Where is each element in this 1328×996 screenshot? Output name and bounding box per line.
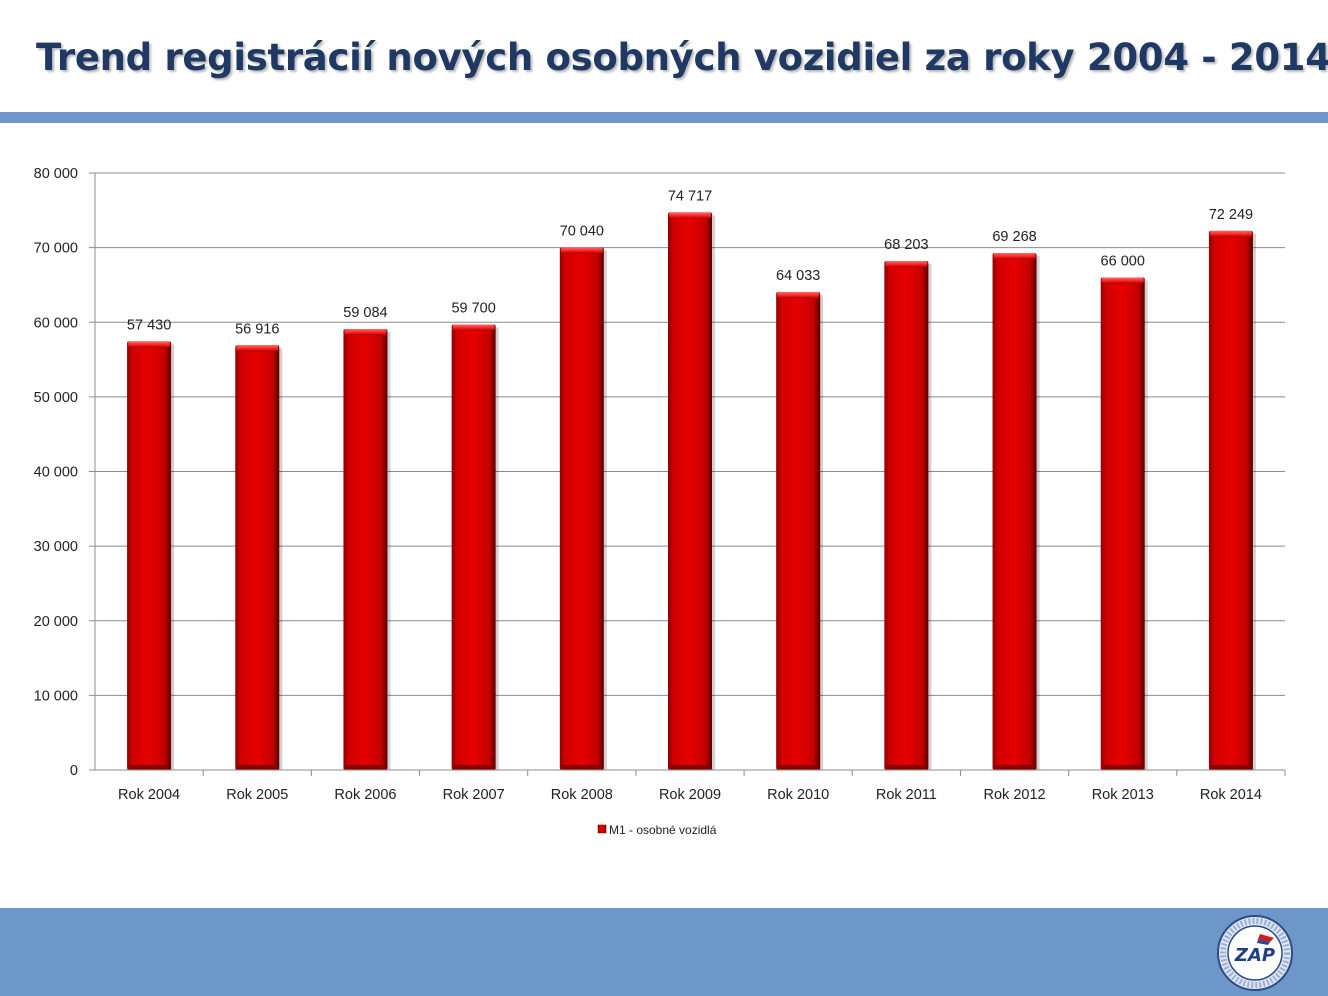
bar-base <box>886 765 927 770</box>
x-tick-label: Rok 2010 <box>767 787 829 803</box>
logo-text: ZAP <box>1234 945 1275 966</box>
slide-title: Trend registrácií nových osobných vozidi… <box>36 36 1328 79</box>
zap-logo: ZAP <box>1217 915 1293 991</box>
y-tick-label: 20 000 <box>34 614 78 630</box>
x-tick-label: Rok 2014 <box>1200 787 1262 803</box>
x-tick-label: Rok 2008 <box>551 787 613 803</box>
data-label: 57 430 <box>127 317 171 333</box>
bar-base <box>994 765 1035 770</box>
bar-cap <box>777 292 820 299</box>
bar-body <box>343 329 388 770</box>
bar-base <box>129 765 170 770</box>
data-label: 74 717 <box>668 188 712 204</box>
bar-cap <box>1101 277 1144 284</box>
bar <box>1100 277 1148 770</box>
bar-body <box>992 253 1037 771</box>
x-tick-label: Rok 2011 <box>876 787 937 803</box>
bar <box>235 345 283 770</box>
x-tick-label: Rok 2009 <box>659 787 721 803</box>
title-underline-band <box>0 112 1328 123</box>
legend-label: M1 - osobné vozidlá <box>609 823 717 837</box>
bar-chart: 0 10 000 20 000 30 000 40 000 50 000 60 000 70 … <box>34 166 1286 837</box>
bar-cap <box>452 324 495 331</box>
y-tick-label: 80 000 <box>34 166 78 182</box>
bar-base <box>670 765 710 770</box>
legend: M1 - osobné vozidlá <box>597 823 717 837</box>
bar-body <box>559 247 604 770</box>
y-tick-label: 70 000 <box>34 241 78 257</box>
y-tick-label: 60 000 <box>34 315 78 331</box>
data-label: 59 084 <box>343 305 387 321</box>
bar <box>884 261 932 770</box>
bar <box>668 212 715 771</box>
bar <box>1208 230 1256 771</box>
bar-body <box>451 324 496 770</box>
bar-body <box>668 212 712 771</box>
bar-cap <box>236 345 279 352</box>
bar-base <box>345 765 386 770</box>
footer-band <box>0 908 1328 996</box>
y-tick-label: 30 000 <box>34 539 78 555</box>
bar-base <box>237 765 278 770</box>
bar-cap <box>885 261 928 268</box>
bar-cap <box>344 329 387 336</box>
x-tick-label: Rok 2006 <box>334 787 396 803</box>
data-label: 72 249 <box>1209 207 1253 223</box>
x-tick-label: Rok 2012 <box>984 787 1046 803</box>
x-tick-label: Rok 2013 <box>1092 787 1154 803</box>
bar <box>776 292 824 770</box>
bar-body <box>1208 230 1253 771</box>
bar-base <box>1102 765 1143 770</box>
bar-body <box>776 292 821 770</box>
data-label: 68 203 <box>884 237 928 253</box>
data-label: 66 000 <box>1101 253 1145 269</box>
data-label: 64 033 <box>776 268 820 284</box>
y-tick-label: 10 000 <box>34 688 78 704</box>
x-tick-label: Rok 2007 <box>443 787 505 803</box>
bar-body <box>127 341 172 770</box>
bar-body <box>1100 277 1145 770</box>
data-label: 70 040 <box>560 223 604 239</box>
bar <box>343 329 391 770</box>
bar-body <box>235 345 280 770</box>
data-label: 56 916 <box>235 321 279 337</box>
y-tick-label: 40 000 <box>34 465 78 481</box>
data-label: 59 700 <box>451 300 495 316</box>
bar <box>992 253 1040 771</box>
y-tick-label: 50 000 <box>34 390 78 406</box>
bar-cap <box>669 212 711 219</box>
bar <box>127 341 175 770</box>
bar-cap <box>993 253 1036 260</box>
bar <box>559 247 607 770</box>
bar-base <box>561 765 602 770</box>
bar-cap <box>1209 230 1252 237</box>
data-label: 69 268 <box>992 229 1036 245</box>
x-tick-label: Rok 2005 <box>226 787 288 803</box>
bar-base <box>1210 765 1251 770</box>
bar-cap <box>560 247 603 254</box>
bar-base <box>453 765 494 770</box>
bar-body <box>884 261 929 770</box>
bar <box>451 324 499 770</box>
legend-swatch <box>597 824 607 834</box>
x-tick-label: Rok 2004 <box>118 787 180 803</box>
y-tick-label: 0 <box>70 763 78 779</box>
bar-cap <box>128 341 171 348</box>
bar-base <box>778 765 819 770</box>
